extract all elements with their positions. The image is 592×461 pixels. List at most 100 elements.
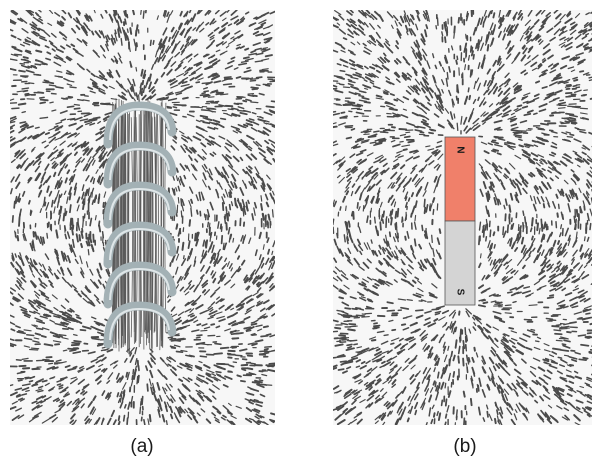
iron-filing — [212, 20, 217, 25]
iron-filing — [82, 325, 92, 330]
iron-filing — [53, 146, 58, 150]
iron-filing — [356, 418, 363, 425]
iron-filing — [246, 66, 251, 70]
iron-filing — [51, 162, 57, 169]
iron-filing — [248, 417, 254, 421]
iron-filing — [29, 210, 33, 217]
iron-filing — [536, 196, 541, 205]
iron-filing — [166, 59, 171, 66]
iron-filing — [558, 328, 568, 330]
iron-filing — [257, 147, 266, 154]
iron-filing — [98, 29, 103, 35]
iron-filing — [268, 262, 273, 271]
iron-filing — [475, 352, 479, 358]
iron-filing — [245, 285, 250, 290]
iron-filing — [402, 327, 410, 331]
iron-filing — [162, 96, 170, 100]
iron-filing — [509, 118, 517, 123]
iron-filing — [422, 13, 427, 20]
iron-filing — [225, 45, 230, 49]
iron-filing — [114, 29, 117, 35]
iron-filing — [366, 215, 369, 224]
iron-filing — [578, 358, 587, 362]
iron-filing — [529, 370, 537, 378]
iron-filing — [208, 135, 215, 140]
iron-filing — [39, 101, 46, 105]
iron-filing — [465, 334, 469, 342]
iron-filing — [362, 12, 367, 19]
iron-filing — [61, 337, 69, 340]
iron-filing — [552, 347, 562, 351]
iron-filing — [165, 395, 171, 402]
iron-filing — [18, 397, 24, 401]
iron-filing — [248, 372, 257, 376]
iron-filing — [195, 378, 203, 383]
iron-filing — [385, 41, 391, 47]
iron-filing — [245, 201, 249, 211]
iron-filing — [422, 67, 428, 76]
iron-filing — [82, 391, 88, 396]
iron-filing — [55, 155, 60, 160]
iron-filing — [61, 310, 66, 315]
iron-filing — [216, 374, 226, 380]
iron-filing — [79, 255, 83, 265]
iron-filing — [511, 58, 517, 64]
iron-filing — [447, 390, 452, 398]
iron-filing — [344, 307, 352, 310]
iron-filing — [538, 159, 543, 163]
iron-filing — [417, 261, 423, 268]
iron-filing — [14, 387, 23, 391]
iron-filing — [530, 328, 536, 331]
iron-filing — [359, 250, 363, 256]
iron-filing — [366, 185, 371, 193]
iron-filing — [237, 268, 242, 273]
iron-filing — [569, 375, 575, 379]
iron-filing — [70, 376, 77, 380]
iron-filing — [589, 23, 592, 27]
iron-filing — [84, 285, 91, 293]
iron-filing — [522, 412, 528, 419]
iron-filing — [425, 145, 431, 148]
iron-filing — [179, 10, 183, 17]
iron-filing — [375, 373, 381, 379]
iron-filing — [221, 21, 229, 28]
iron-filing — [225, 206, 228, 213]
iron-filing — [374, 225, 379, 235]
iron-filing — [421, 263, 428, 270]
iron-filing — [246, 367, 254, 371]
iron-filing — [538, 376, 545, 382]
iron-filing — [56, 182, 61, 190]
iron-filing — [97, 331, 106, 336]
iron-filing — [502, 336, 508, 341]
iron-filing — [520, 236, 525, 245]
iron-filing — [495, 101, 500, 106]
iron-filing — [142, 69, 147, 79]
iron-filing — [350, 418, 358, 424]
iron-filing — [198, 277, 203, 286]
iron-filing — [149, 93, 157, 100]
iron-filing — [31, 324, 37, 328]
iron-filing — [189, 247, 194, 256]
iron-filing — [184, 408, 189, 414]
iron-filing — [470, 46, 474, 52]
iron-filing — [224, 188, 229, 198]
iron-filing — [123, 33, 127, 41]
iron-filing — [516, 231, 521, 240]
iron-filing — [203, 326, 211, 330]
iron-filing — [86, 147, 94, 156]
iron-filing — [102, 84, 108, 89]
iron-filing — [561, 213, 565, 221]
iron-filing — [249, 387, 260, 392]
iron-filing — [386, 309, 396, 312]
iron-filing — [553, 160, 561, 166]
iron-filing — [191, 146, 197, 153]
iron-filing — [579, 29, 587, 34]
iron-filing — [28, 10, 34, 16]
iron-filing — [255, 140, 263, 148]
iron-filing — [361, 281, 367, 286]
iron-filing — [87, 351, 96, 355]
iron-filing — [496, 198, 500, 206]
iron-filing — [220, 234, 224, 245]
iron-filing — [402, 364, 409, 372]
iron-filing — [501, 17, 505, 23]
